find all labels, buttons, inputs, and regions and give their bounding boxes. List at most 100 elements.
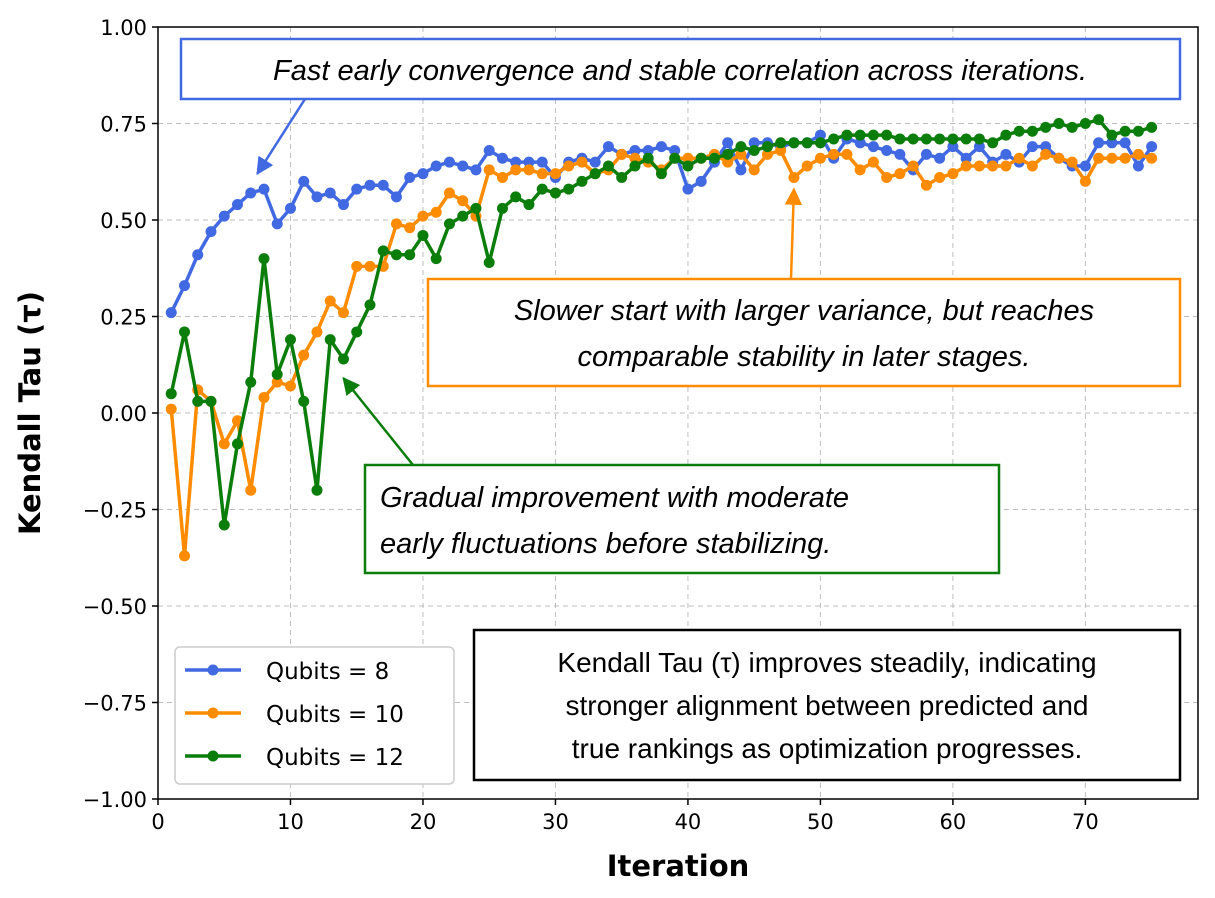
- series-0-point-12: [311, 191, 323, 203]
- series-0-point-38: [655, 141, 667, 153]
- series-1-point-44: [735, 148, 747, 160]
- series-layer: [165, 114, 1158, 562]
- summary-note-line-3: true rankings as optimization progresses…: [572, 733, 1082, 764]
- series-0-point-43: [722, 137, 734, 149]
- legend: Qubits = 8 Qubits = 10 Qubits = 12: [174, 646, 455, 785]
- series-0-point-54: [867, 141, 879, 153]
- series-2-point-27: [510, 191, 522, 203]
- series-2-point-49: [801, 137, 813, 149]
- summary-note-line-1: Kendall Tau (τ) improves steadily, indic…: [557, 647, 1096, 678]
- series-0-point-4: [205, 226, 217, 238]
- legend-entry-qubits-8: Qubits = 8: [185, 659, 389, 685]
- series-0-point-24: [470, 164, 482, 176]
- legend-label-qubits-10: Qubits = 10: [266, 702, 404, 728]
- series-1-point-31: [563, 160, 575, 172]
- legend-entry-qubits-10: Qubits = 10: [185, 702, 404, 728]
- series-1-point-60: [947, 168, 959, 180]
- series-1-point-25: [483, 164, 495, 176]
- annotation-green-line-1: Gradual improvement with moderate: [380, 482, 849, 514]
- series-2-point-30: [549, 187, 561, 199]
- series-2-point-23: [457, 210, 469, 222]
- series-0-point-50: [814, 129, 826, 141]
- series-0-point-3: [192, 249, 204, 261]
- series-0-point-1: [165, 307, 177, 319]
- series-2-point-20: [417, 229, 429, 241]
- series-1-point-48: [788, 172, 800, 184]
- legend-box: [174, 646, 455, 785]
- series-1-point-36: [629, 152, 641, 164]
- series-1-point-5: [218, 438, 230, 450]
- series-1-point-66: [1026, 160, 1038, 172]
- series-0-point-61: [960, 152, 972, 164]
- series-1-point-67: [1040, 148, 1052, 160]
- series-2-point-46: [761, 141, 773, 153]
- series-1-point-50: [814, 152, 826, 164]
- series-0-point-18: [390, 191, 402, 203]
- series-1-point-71: [1093, 152, 1105, 164]
- series-2-point-5: [218, 519, 230, 531]
- series-0-point-73: [1119, 137, 1131, 149]
- y-tick-label-4: 0.00: [100, 402, 147, 426]
- series-1-point-70: [1079, 175, 1091, 187]
- series-2-point-45: [748, 145, 760, 157]
- series-2-point-18: [390, 249, 402, 261]
- series-2-point-26: [496, 202, 508, 214]
- series-0-point-2: [178, 280, 190, 292]
- series-1-point-68: [1053, 152, 1065, 164]
- series-1-point-63: [987, 160, 999, 172]
- series-2-point-25: [483, 256, 495, 268]
- series-0-point-17: [377, 179, 389, 191]
- series-1-point-46: [761, 148, 773, 160]
- series-1-point-12: [311, 326, 323, 338]
- series-0-point-7: [245, 187, 257, 199]
- series-2-point-61: [960, 133, 972, 145]
- series-1-point-72: [1106, 152, 1118, 164]
- series-2-point-3: [192, 395, 204, 407]
- series-0-point-9: [271, 218, 283, 230]
- annotation-blue-arrow: [256, 98, 307, 176]
- series-2-point-36: [629, 160, 641, 172]
- x-tick-label-10: 10: [277, 810, 304, 834]
- series-0-point-5: [218, 210, 230, 222]
- series-2-point-69: [1066, 121, 1078, 133]
- series-2-point-40: [682, 160, 694, 172]
- series-2-point-43: [722, 148, 734, 160]
- series-2-point-16: [364, 299, 376, 311]
- series-2-point-39: [669, 152, 681, 164]
- series-1-point-32: [576, 156, 588, 168]
- series-0-point-71: [1093, 137, 1105, 149]
- series-1-point-10: [284, 380, 296, 392]
- series-1-point-57: [907, 160, 919, 172]
- series-0-point-20: [417, 168, 429, 180]
- series-0-point-28: [523, 156, 535, 168]
- series-1-point-9: [271, 376, 283, 388]
- series-2-point-47: [775, 137, 787, 149]
- x-tick-label-0: 0: [151, 810, 164, 834]
- series-1-point-8: [258, 392, 270, 404]
- series-0-point-67: [1040, 141, 1052, 153]
- series-1-point-30: [549, 168, 561, 180]
- series-0-point-11: [298, 175, 310, 187]
- series-1-point-27: [510, 164, 522, 176]
- series-2-point-71: [1093, 114, 1105, 126]
- series-2-point-52: [841, 129, 853, 141]
- series-0-point-6: [231, 199, 243, 211]
- series-1-point-47: [775, 145, 787, 157]
- series-1-point-51: [828, 148, 840, 160]
- series-2-point-21: [430, 253, 442, 265]
- series-2-point-38: [655, 168, 667, 180]
- series-2-point-8: [258, 253, 270, 265]
- series-1-point-64: [1000, 160, 1012, 172]
- series-1-point-54: [867, 156, 879, 168]
- series-2-point-34: [602, 160, 614, 172]
- series-0-point-19: [404, 172, 416, 184]
- series-1-point-11: [298, 349, 310, 361]
- series-2-point-15: [351, 326, 363, 338]
- series-2-point-2: [178, 326, 190, 338]
- series-0-point-27: [510, 156, 522, 168]
- series-2-point-54: [867, 129, 879, 141]
- series-1-point-19: [404, 222, 416, 234]
- series-0-point-59: [934, 152, 946, 164]
- series-1-point-75: [1146, 152, 1158, 164]
- x-tick-label-60: 60: [940, 810, 967, 834]
